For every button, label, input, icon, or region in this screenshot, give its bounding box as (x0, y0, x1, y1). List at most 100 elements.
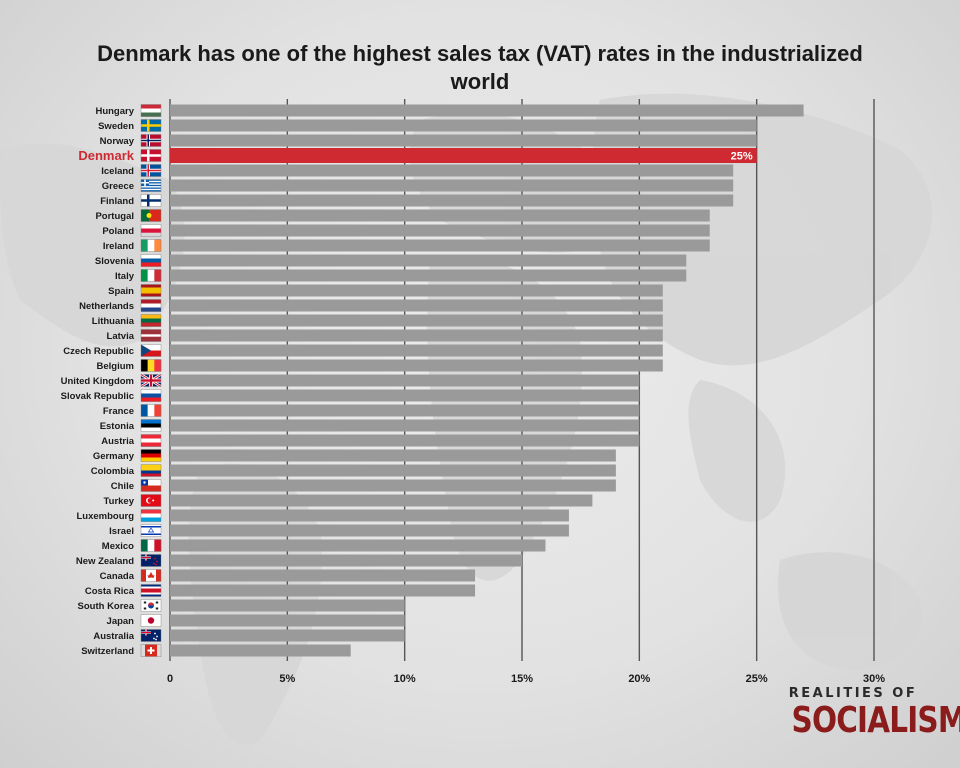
flag-netherlands-icon (140, 299, 162, 312)
bar-layer (170, 104, 804, 657)
category-label: Greece (102, 181, 134, 192)
x-tick-label: 10% (394, 673, 416, 685)
x-tick-label: 5% (279, 673, 295, 685)
bar (170, 524, 569, 537)
category-label: Japan (107, 616, 135, 627)
bar-highlight (170, 148, 757, 163)
flag-france-icon (140, 404, 162, 417)
category-label: Mexico (102, 541, 134, 552)
bar (170, 449, 616, 462)
category-label: Luxembourg (76, 511, 134, 522)
category-label: Canada (100, 571, 135, 582)
bar (170, 539, 546, 552)
flag-ireland-icon (140, 239, 162, 252)
flag-united-kingdom-icon (140, 373, 162, 388)
category-label: Denmark (78, 148, 134, 163)
flag-finland-icon (140, 194, 162, 207)
flag-belgium-icon (140, 359, 162, 372)
flag-lithuania-icon (140, 314, 162, 327)
category-label: Spain (108, 286, 134, 297)
category-label: Chile (111, 481, 134, 492)
category-label: Belgium (97, 361, 134, 372)
flag-sweden-icon (140, 119, 162, 132)
bar (170, 479, 616, 492)
bar (170, 164, 734, 177)
category-label: Czech Republic (63, 346, 134, 357)
brand-top-text: REALITIES OF (788, 686, 918, 701)
bar (170, 254, 687, 267)
bar (170, 329, 663, 342)
bar (170, 344, 663, 357)
bar (170, 584, 476, 597)
flag-poland-icon (140, 224, 162, 237)
flag-czech-republic-icon (140, 344, 162, 357)
bar (170, 299, 663, 312)
bar (170, 224, 710, 237)
category-label: Latvia (107, 331, 135, 342)
x-tick-label: 30% (863, 673, 885, 685)
bar (170, 179, 734, 192)
category-label: Israel (109, 526, 134, 537)
bar (170, 284, 663, 297)
flag-iceland-icon (140, 164, 162, 177)
flag-turkey-icon (140, 494, 162, 507)
flag-germany-icon (140, 449, 162, 462)
chart-title: Denmark has one of the highest sales tax… (97, 41, 863, 94)
flag-costa-rica-icon (140, 584, 162, 597)
flag-chile-icon (140, 479, 162, 492)
category-label: Sweden (98, 121, 134, 132)
category-label: Italy (115, 271, 135, 282)
flag-slovenia-icon (140, 254, 162, 267)
flag-south-korea-icon (140, 599, 162, 612)
flag-mexico-icon (140, 539, 162, 552)
category-label: France (103, 406, 134, 417)
category-label: South Korea (78, 601, 135, 612)
bar (170, 434, 640, 447)
bar (170, 404, 640, 417)
bar (170, 599, 405, 612)
flag-hungary-icon (140, 104, 162, 117)
x-tick-label: 25% (746, 673, 768, 685)
bar-value-label: 25% (731, 151, 753, 163)
flag-colombia-icon (140, 464, 162, 477)
category-label: Estonia (100, 421, 135, 432)
flag-canada-icon (140, 569, 162, 582)
category-label: Poland (102, 226, 134, 237)
bar (170, 644, 351, 657)
category-label: Lithuania (92, 316, 135, 327)
category-label: Germany (93, 451, 135, 462)
bar (170, 239, 710, 252)
category-label: Costa Rica (85, 586, 135, 597)
bar (170, 359, 663, 372)
category-label: Australia (93, 631, 134, 642)
flag-switzerland-icon (140, 644, 162, 657)
category-label: Slovak Republic (61, 391, 134, 402)
brand-logo: REALITIES OF SOCIALISM (778, 686, 960, 741)
bar (170, 629, 405, 642)
flag-australia-icon (140, 629, 162, 642)
bar (170, 614, 405, 627)
flag-greece-icon (140, 179, 162, 192)
bar (170, 269, 687, 282)
flag-estonia-icon (140, 419, 162, 432)
bar (170, 509, 569, 522)
bar (170, 119, 757, 132)
flag-layer (140, 104, 162, 657)
flag-norway-icon (140, 134, 162, 147)
flag-austria-icon (140, 434, 162, 447)
flag-luxembourg-icon (140, 509, 162, 522)
flag-slovak-republic-icon (140, 389, 162, 402)
category-label: United Kingdom (61, 376, 134, 387)
category-label: Slovenia (95, 256, 135, 267)
bar (170, 554, 522, 567)
flag-japan-icon (140, 614, 162, 627)
bar (170, 374, 640, 387)
category-label: Iceland (101, 166, 134, 177)
label-layer: Hungary Sweden Norway 25% Denmark Iceland Gree… (61, 106, 753, 657)
bar (170, 104, 804, 117)
bar (170, 209, 710, 222)
bar (170, 464, 616, 477)
x-tick-label: 20% (628, 673, 650, 685)
category-label: Switzerland (81, 646, 134, 657)
bar (170, 494, 593, 507)
